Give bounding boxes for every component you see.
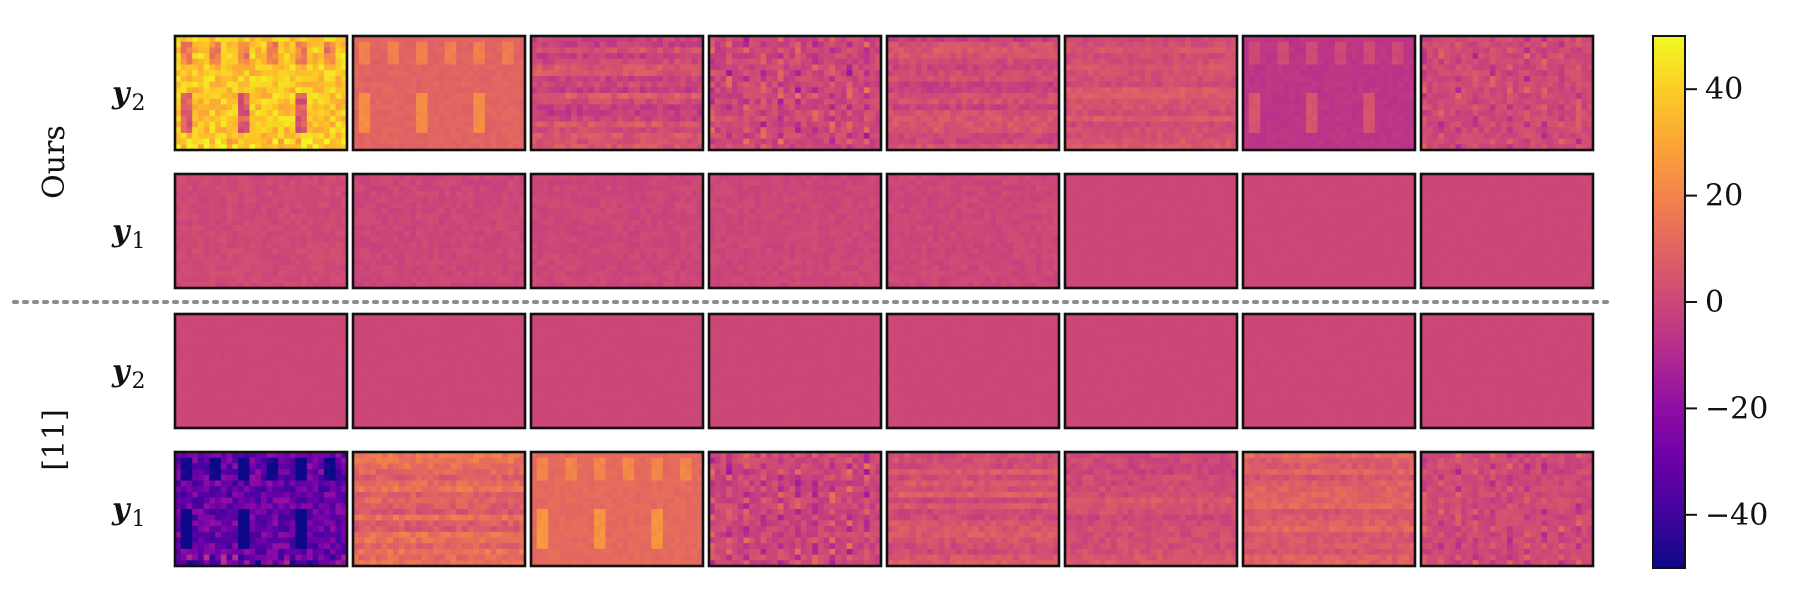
heatmap-tile (707, 172, 883, 290)
colorbar-tick-label: −20 (1705, 391, 1768, 426)
heatmap-tile (529, 34, 705, 152)
heatmap-tile (707, 450, 883, 568)
colorbar: −40 −20 0 20 40 (1652, 35, 1768, 569)
heatmap-tile (1419, 34, 1595, 152)
heatmap-tile (707, 312, 883, 430)
group-label: Ours (37, 125, 72, 199)
colorbar-tick-label: 40 (1705, 72, 1743, 107)
heatmap-tile (885, 34, 1061, 152)
heatmap-tile (1419, 172, 1595, 290)
colorbar-tick-label: 20 (1705, 179, 1743, 214)
row-label: y1 (111, 214, 145, 254)
colorbar-ticks: −40 −20 0 20 40 (1685, 72, 1768, 533)
heatmap-tile (1063, 172, 1239, 290)
colorbar-tick-label: −40 (1705, 498, 1768, 533)
heatmap-tile (529, 172, 705, 290)
heatmap-tile (707, 34, 883, 152)
heatmap-tile (173, 312, 349, 430)
heatmap-tile (1241, 172, 1417, 290)
heatmap-tiles (173, 34, 1595, 568)
heatmap-tile (1241, 34, 1417, 152)
heatmap-tile (173, 450, 349, 568)
heatmap-tile (173, 34, 349, 152)
heatmap-tile (885, 172, 1061, 290)
heatmap-tile (173, 172, 349, 290)
heatmap-tile (1241, 312, 1417, 430)
heatmap-tile (1419, 312, 1595, 430)
group-label: [11] (37, 409, 72, 471)
heatmap-tile (1063, 34, 1239, 152)
heatmap-tile (885, 312, 1061, 430)
heatmap-tile (885, 450, 1061, 568)
heatmap-tile (1063, 450, 1239, 568)
heatmap-tile (351, 312, 527, 430)
row-label: y1 (111, 492, 145, 532)
colorbar-gradient (1653, 36, 1685, 568)
heatmap-tile (1419, 450, 1595, 568)
row-label: y2 (111, 354, 145, 394)
colorbar-tick-label: 0 (1705, 285, 1724, 320)
heatmap-tile (351, 172, 527, 290)
row-labels: y2 y1 Ours y2 y1 [11] (37, 76, 145, 532)
heatmap-tile (529, 312, 705, 430)
heatmap-tile (1063, 312, 1239, 430)
heatmap-tile (351, 450, 527, 568)
row-label: y2 (111, 76, 145, 116)
heatmap-tile (1241, 450, 1417, 568)
heatmap-tile (351, 34, 527, 152)
heatmap-tile (529, 450, 705, 568)
